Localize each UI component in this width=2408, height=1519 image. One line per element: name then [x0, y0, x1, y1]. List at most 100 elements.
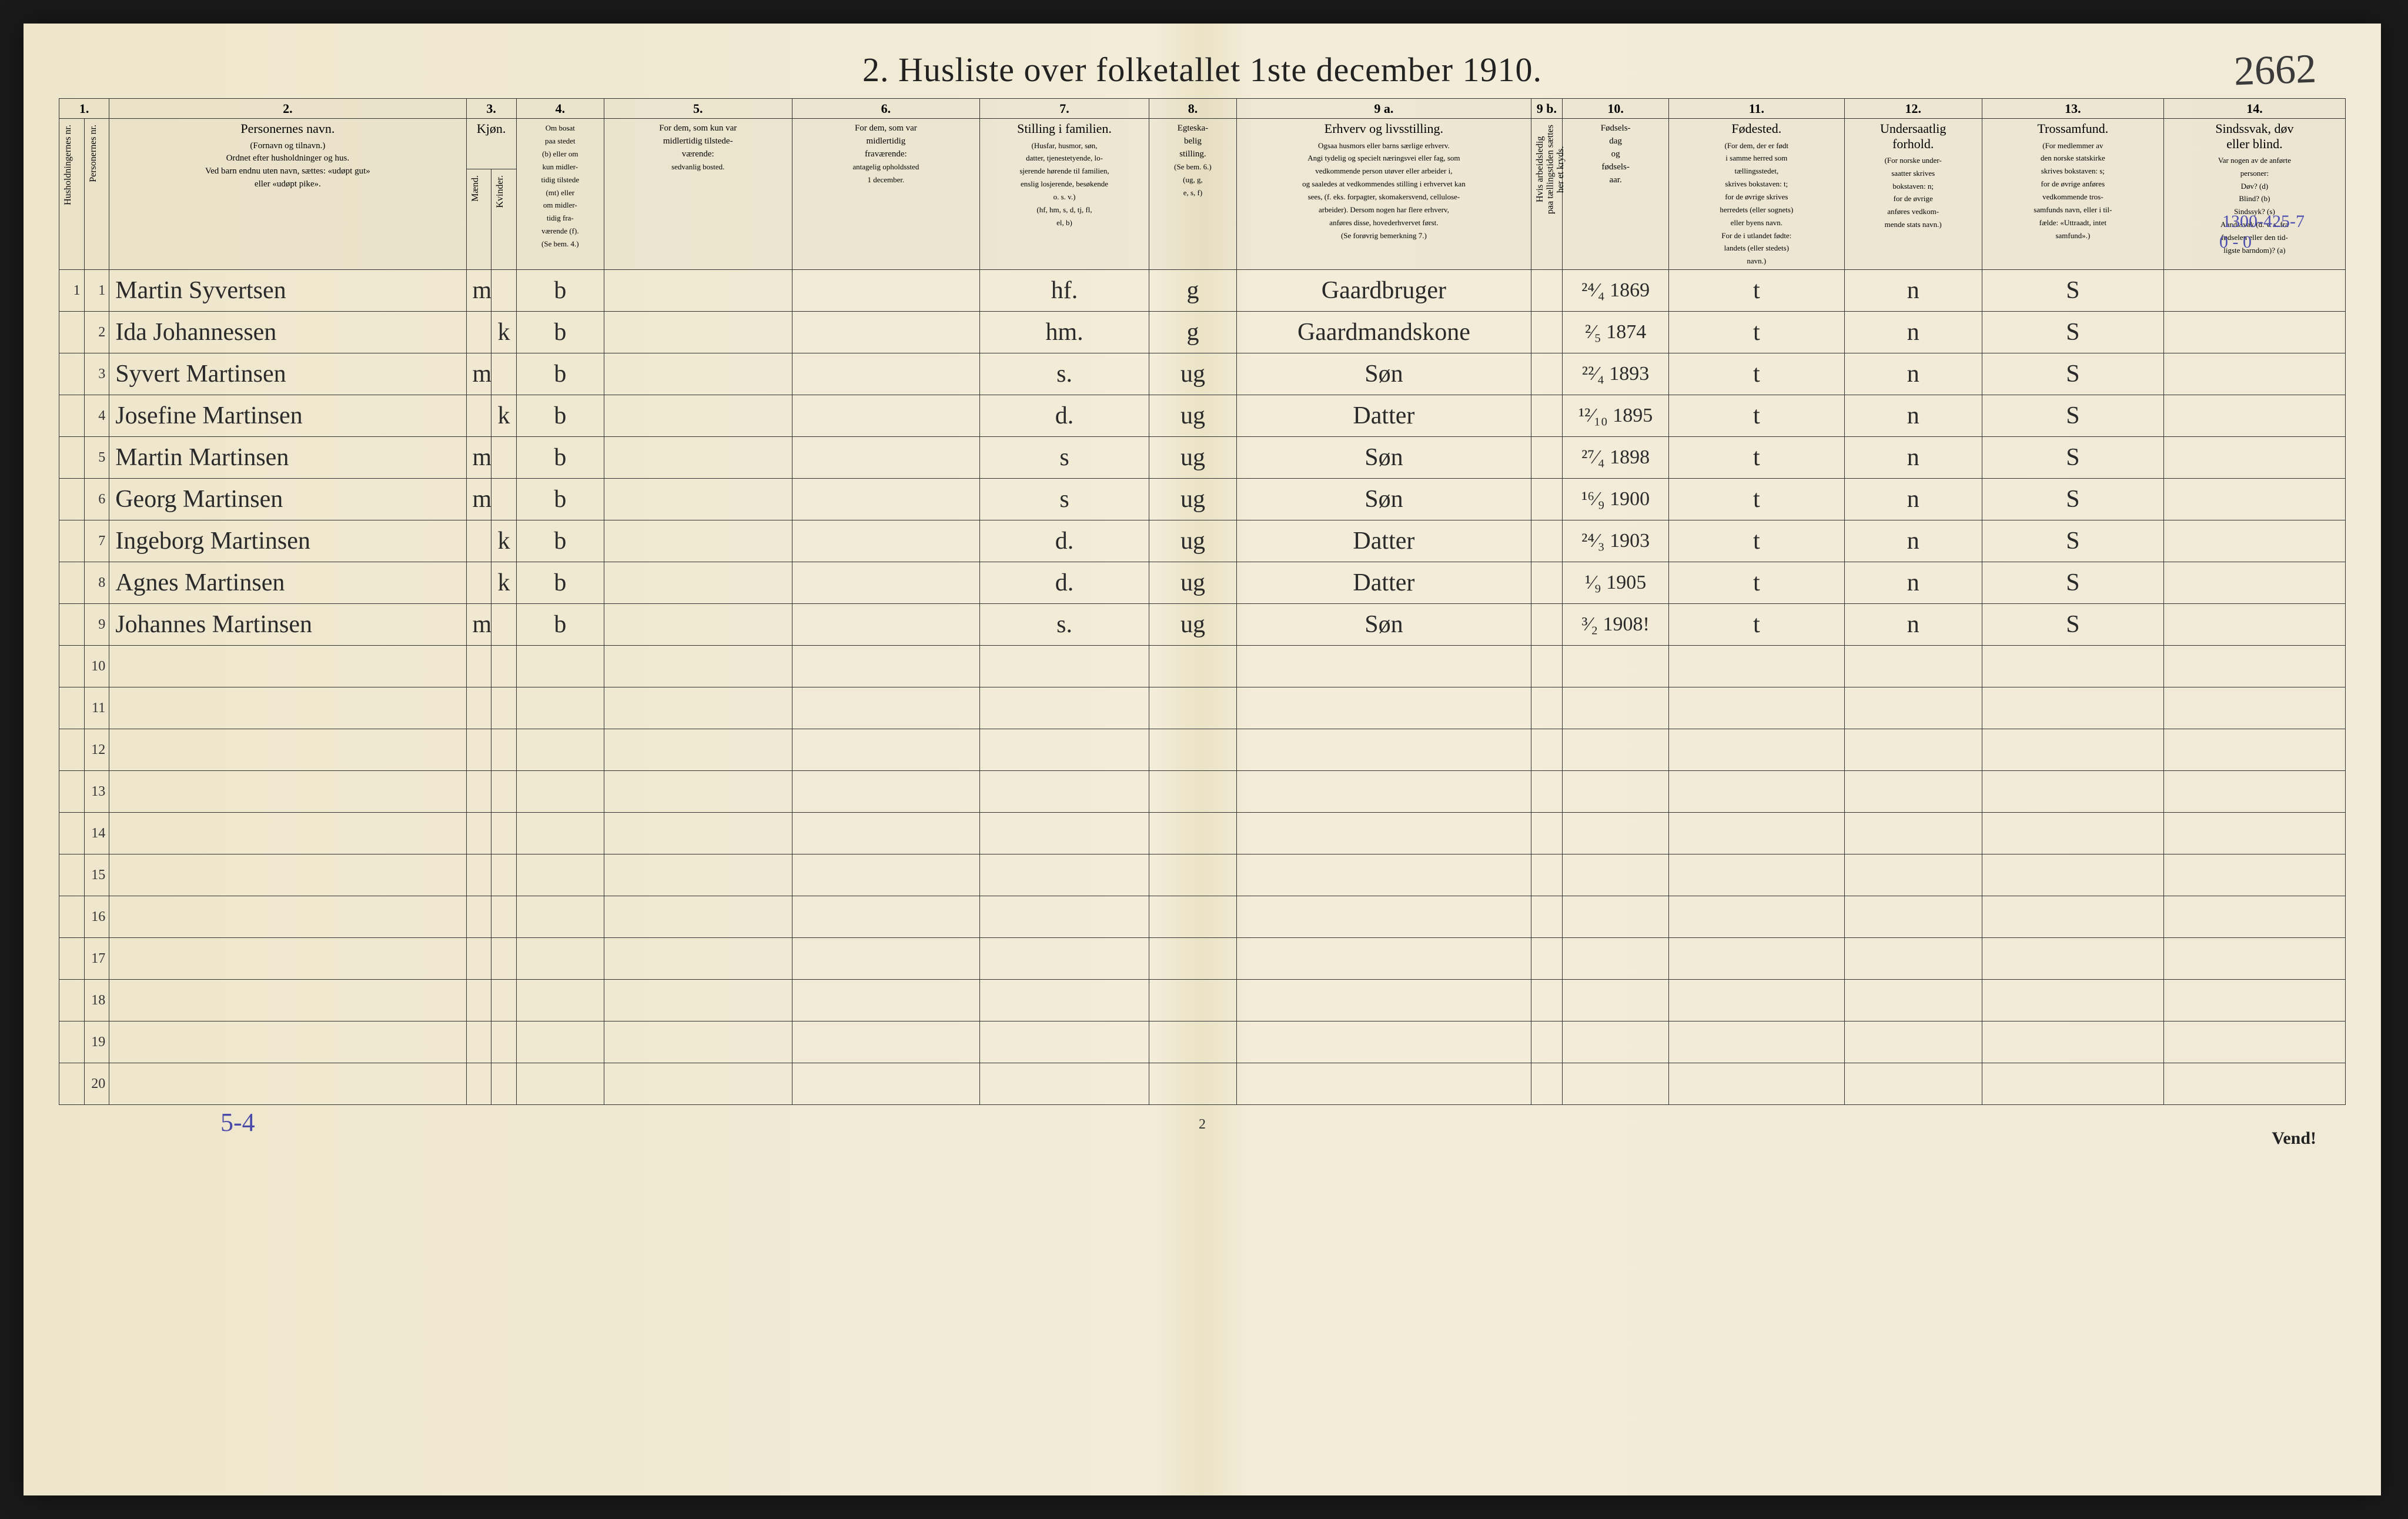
cell-family-pos: d. — [980, 395, 1149, 437]
cell-empty — [1982, 896, 2163, 938]
hdr-unemployed: Hvis arbeidsledig paa tællingstiden sætt… — [1531, 119, 1562, 270]
cell-empty — [1982, 1063, 2163, 1105]
cell-marital: ug — [1149, 520, 1236, 562]
colnum-10: 10. — [1563, 99, 1669, 119]
cell-disability — [2163, 353, 2345, 395]
cell-empty — [1669, 813, 1844, 854]
footer-left-note: 5-4 — [220, 1107, 255, 1137]
cell-male — [466, 520, 491, 562]
cell-religion: S — [1982, 520, 2163, 562]
cell-empty — [491, 938, 517, 980]
cell-temp-absent — [792, 562, 980, 604]
cell-birth: ²⁴⁄₄ 1869 — [1563, 270, 1669, 312]
cell-empty — [980, 646, 1149, 687]
cell-religion: S — [1982, 604, 2163, 646]
cell-nationality: n — [1844, 353, 1982, 395]
cell-temp-absent — [792, 270, 980, 312]
cell-empty — [1982, 646, 2163, 687]
colnum-12: 12. — [1844, 99, 1982, 119]
cell-temp-absent — [792, 479, 980, 520]
cell-unemployed — [1531, 479, 1562, 520]
cell-empty — [109, 687, 466, 729]
cell-male: m — [466, 479, 491, 520]
cell-empty — [2163, 938, 2345, 980]
cell-nationality: n — [1844, 312, 1982, 353]
hdr-male: Mænd. — [466, 169, 491, 269]
table-row: 7Ingeborg Martinsenkbd.ugDatter²⁴⁄₃ 1903… — [59, 520, 2346, 562]
cell-empty — [1844, 646, 1982, 687]
cell-birthplace: t — [1669, 270, 1844, 312]
cell-empty — [1669, 896, 1844, 938]
table-row: 4Josefine Martinsenkbd.ugDatter¹²⁄₁₀ 189… — [59, 395, 2346, 437]
cell-empty — [1669, 729, 1844, 771]
hdr-household-nr: Husholdningernes nr. — [59, 119, 85, 270]
cell-empty — [1237, 1063, 1531, 1105]
cell-empty — [466, 813, 491, 854]
cell-empty — [1149, 980, 1236, 1021]
cell-nationality: n — [1844, 395, 1982, 437]
cell-empty — [1844, 1063, 1982, 1105]
cell-disability — [2163, 270, 2345, 312]
cell-temp-absent — [792, 437, 980, 479]
cell-religion: S — [1982, 270, 2163, 312]
hdr-birthplace: Fødested. (For dem, der er født i samme … — [1669, 119, 1844, 270]
table-row-empty: 10 — [59, 646, 2346, 687]
cell-occupation: Søn — [1237, 604, 1531, 646]
cell-empty — [109, 771, 466, 813]
cell-empty — [1982, 813, 2163, 854]
colnum-1: 1. — [59, 99, 109, 119]
census-form-page: 2. Husliste over folketallet 1ste decemb… — [24, 24, 2381, 1495]
cell-male: m — [466, 604, 491, 646]
cell-empty — [516, 896, 604, 938]
cell-occupation: Søn — [1237, 437, 1531, 479]
cell-empty — [1982, 938, 2163, 980]
cell-empty — [980, 854, 1149, 896]
table-row: 6Georg MartinsenmbsugSøn¹⁶⁄₉ 1900tnS — [59, 479, 2346, 520]
cell-marital: ug — [1149, 562, 1236, 604]
cell-residence: b — [516, 479, 604, 520]
cell-empty — [491, 854, 517, 896]
cell-female: k — [491, 562, 517, 604]
cell-empty — [109, 1021, 466, 1063]
colnum-6: 6. — [792, 99, 980, 119]
cell-empty — [1531, 854, 1562, 896]
cell-empty — [1844, 729, 1982, 771]
cell-household-nr — [59, 646, 85, 687]
cell-empty — [1237, 1021, 1531, 1063]
cell-name: Johannes Martinsen — [109, 604, 466, 646]
cell-occupation: Datter — [1237, 520, 1531, 562]
cell-female — [491, 353, 517, 395]
cell-marital: ug — [1149, 604, 1236, 646]
cell-empty — [1149, 896, 1236, 938]
cell-empty — [980, 771, 1149, 813]
cell-empty — [516, 813, 604, 854]
census-table: 1. 2. 3. 4. 5. 6. 7. 8. 9 a. 9 b. 10. 11… — [59, 98, 2346, 1105]
cell-disability — [2163, 479, 2345, 520]
cell-empty — [2163, 687, 2345, 729]
hdr-nationality: Undersaatlig forhold. (For norske under-… — [1844, 119, 1982, 270]
cell-male: m — [466, 353, 491, 395]
cell-birthplace: t — [1669, 604, 1844, 646]
hdr-person-nr: Personernes nr. — [84, 119, 109, 270]
cell-empty — [1237, 813, 1531, 854]
cell-residence: b — [516, 353, 604, 395]
cell-empty — [466, 729, 491, 771]
cell-family-pos: s — [980, 437, 1149, 479]
cell-household-nr — [59, 687, 85, 729]
cell-empty — [604, 854, 792, 896]
cell-birth: ²⁄₅ 1874 — [1563, 312, 1669, 353]
cell-marital: ug — [1149, 353, 1236, 395]
cell-empty — [1982, 687, 2163, 729]
cell-household-nr — [59, 938, 85, 980]
cell-name: Josefine Martinsen — [109, 395, 466, 437]
cell-empty — [1149, 646, 1236, 687]
cell-marital: g — [1149, 270, 1236, 312]
colnum-14: 14. — [2163, 99, 2345, 119]
cell-birthplace: t — [1669, 312, 1844, 353]
cell-empty — [1982, 1021, 2163, 1063]
cell-empty — [1563, 896, 1669, 938]
cell-empty — [980, 896, 1149, 938]
cell-empty — [1669, 938, 1844, 980]
table-row-empty: 15 — [59, 854, 2346, 896]
cell-residence: b — [516, 604, 604, 646]
